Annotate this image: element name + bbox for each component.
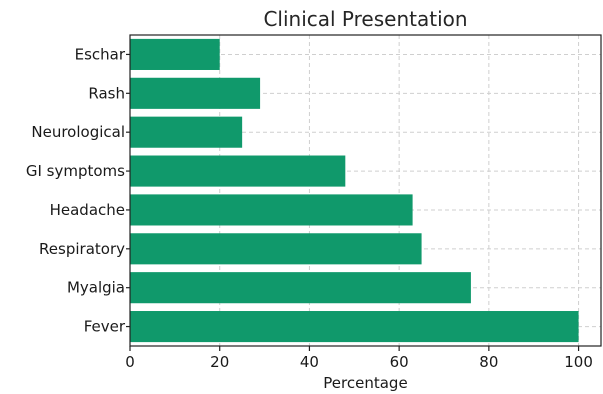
category-label: Fever — [84, 318, 126, 336]
x-tick-label: 0 — [125, 353, 135, 371]
category-label: Eschar — [75, 45, 126, 63]
bar-gi-symptoms — [130, 155, 346, 187]
plot-frame — [129, 34, 602, 347]
x-ticks: 0 20 40 60 80 100 — [125, 346, 593, 371]
bar-respiratory — [130, 233, 422, 265]
x-tick-label: 80 — [479, 353, 498, 371]
category-label: Headache — [50, 201, 125, 219]
x-axis-label: Percentage — [323, 374, 407, 392]
x-tick-label: 60 — [390, 353, 409, 371]
x-tick-label: 40 — [300, 353, 319, 371]
bar-neurological — [130, 116, 243, 148]
bar-fever — [130, 311, 579, 343]
category-label: Respiratory — [39, 240, 125, 258]
category-label: GI symptoms — [26, 162, 125, 180]
bar-headache — [130, 194, 413, 226]
category-label: Myalgia — [67, 279, 125, 297]
bars — [130, 38, 579, 343]
bar-eschar — [130, 38, 220, 70]
bar-myalgia — [130, 272, 471, 304]
x-tick-label: 20 — [210, 353, 229, 371]
bar-rash — [130, 77, 261, 109]
category-labels: Fever Myalgia Respiratory Headache GI sympto… — [26, 45, 130, 336]
x-tick-label: 100 — [564, 353, 593, 371]
chart-title: Clinical Presentation — [263, 7, 467, 31]
category-label: Neurological — [31, 123, 125, 141]
category-label: Rash — [88, 84, 125, 102]
